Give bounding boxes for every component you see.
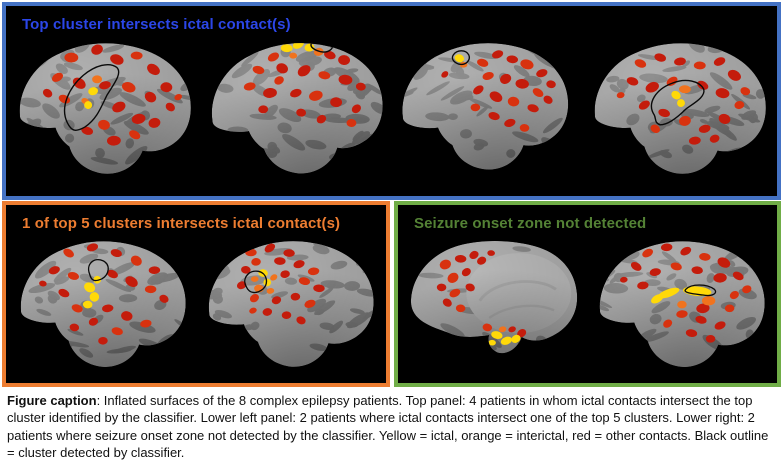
panel-top5-title: 1 of top 5 clusters intersects ictal con… [22,215,341,232]
panel-not-detected-title: Seizure onset zone not detected [414,215,647,232]
brain-row-lower-left [6,232,386,377]
brain-surface [410,240,578,354]
panel-not-detected: Seizure onset zone not detected [394,201,781,387]
brain-surface [19,43,191,174]
caption-label: Figure caption [7,393,97,408]
brain-surface [20,241,186,368]
panel-top-title: Top cluster intersects ictal contact(s) [22,16,291,33]
brain-surface [594,43,766,174]
caption-text: : Inflated surfaces of the 8 complex epi… [7,393,769,460]
figure-caption: Figure caption: Inflated surfaces of the… [0,389,783,461]
panel-top-cluster: Top cluster intersects ictal contact(s) [2,2,781,200]
brain-row-top [6,33,777,185]
brain-surface [206,238,376,370]
brain-row-lower-right [398,232,777,377]
panel-top5-cluster: 1 of top 5 clusters intersects ictal con… [2,201,390,387]
brain-surface [399,38,572,175]
brain-surface [599,241,765,368]
brain-surface [206,37,387,180]
